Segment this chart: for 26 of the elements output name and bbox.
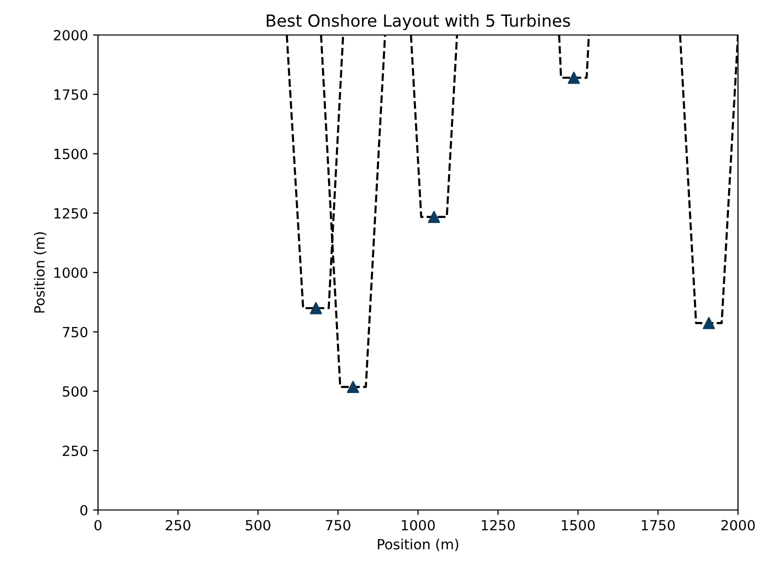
x-tick-label: 1250 bbox=[482, 520, 515, 530]
x-tick-label: 2000 bbox=[721, 520, 755, 530]
y-tick-label: 500 bbox=[62, 386, 88, 397]
y-tick-label: 250 bbox=[62, 446, 88, 456]
point bbox=[428, 210, 440, 223]
point bbox=[568, 72, 580, 84]
x-tick-label: 500 bbox=[246, 520, 270, 530]
y-tick-label: 750 bbox=[62, 326, 88, 338]
x-tick-label: 0 bbox=[94, 520, 102, 530]
y-tick-label: 1500 bbox=[54, 148, 88, 160]
y-tick-label: 1000 bbox=[54, 267, 88, 278]
x-tick-label: 1750 bbox=[642, 520, 675, 530]
x-tick-label: 250 bbox=[166, 520, 190, 530]
x-tick-label: 750 bbox=[326, 520, 350, 530]
y-tick-label: 2000 bbox=[54, 30, 88, 40]
y-tick-label: 1250 bbox=[54, 208, 88, 219]
y-tick-label: 0 bbox=[80, 504, 88, 516]
y-axis-title: Position (m) bbox=[34, 232, 46, 313]
y-tick-label: 1750 bbox=[54, 89, 88, 100]
x-tick-label: 1000 bbox=[402, 520, 435, 530]
x-tick-label: 1500 bbox=[562, 520, 595, 530]
chart-title: Best Onshore Layout with 5 Turbines bbox=[266, 14, 570, 30]
x-axis-title: Position (m) bbox=[378, 538, 458, 552]
point bbox=[346, 380, 360, 394]
point bbox=[702, 317, 715, 330]
point bbox=[310, 302, 322, 314]
